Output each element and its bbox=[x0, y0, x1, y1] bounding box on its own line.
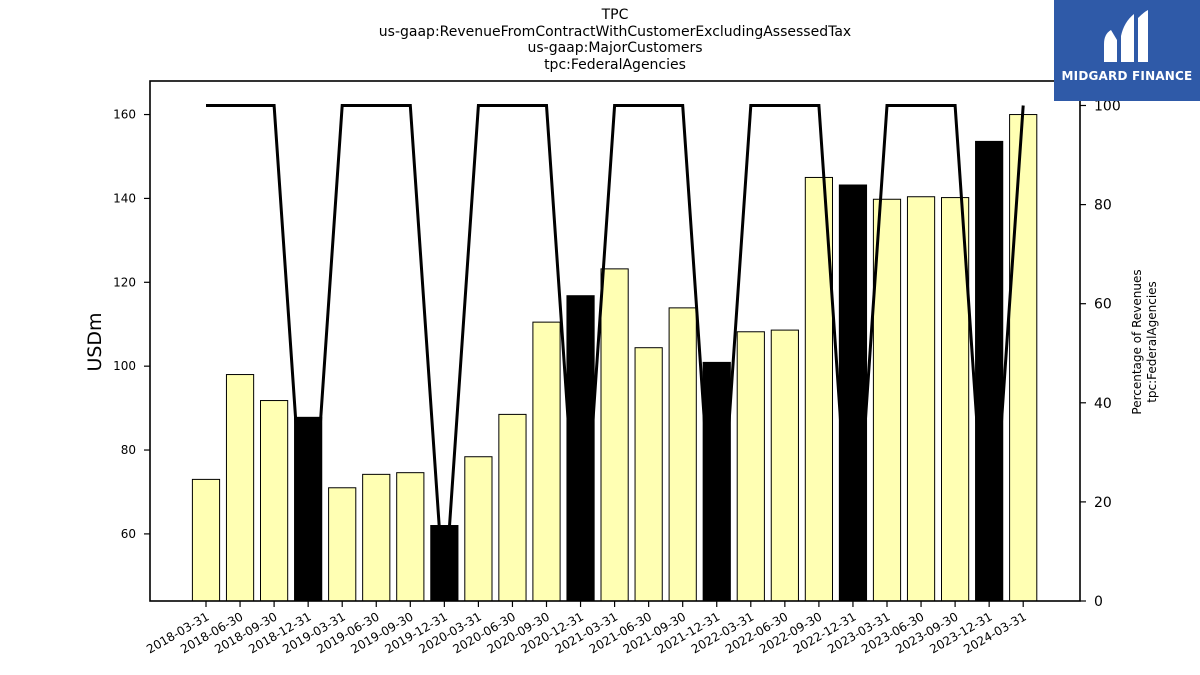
y-axis-label: USDm bbox=[84, 312, 106, 372]
chart-title-line-3: us-gaap:MajorCustomers bbox=[527, 40, 703, 56]
bar bbox=[328, 487, 357, 602]
chart-title-line-1: TPC bbox=[601, 7, 629, 23]
bar bbox=[1009, 114, 1038, 602]
bars-layer bbox=[191, 114, 1038, 602]
bar bbox=[362, 473, 391, 602]
logo-text: MIDGARD FINANCE bbox=[1061, 69, 1193, 83]
secondary-y-tick-label: 20 bbox=[1094, 495, 1112, 511]
y-tick-label: 100 bbox=[113, 359, 136, 373]
bar bbox=[872, 198, 902, 602]
bar bbox=[260, 400, 289, 602]
bar bbox=[668, 307, 697, 602]
bar bbox=[736, 331, 765, 602]
percentage-line bbox=[206, 104, 1025, 602]
y-tick-label: 120 bbox=[113, 275, 136, 289]
secondary-y-tick-label: 100 bbox=[1094, 99, 1121, 115]
midgard-finance-logo: MIDGARD FINANCE bbox=[1054, 0, 1200, 101]
bar bbox=[225, 374, 255, 602]
chart-title-line-2: us-gaap:RevenueFromContractWithCustomerE… bbox=[378, 24, 852, 40]
secondary-y-axis-label-line-1: Percentage of Revenues bbox=[1130, 269, 1144, 415]
y-tick-label: 60 bbox=[121, 527, 136, 541]
secondary-y-tick-label: 80 bbox=[1094, 198, 1112, 214]
bar bbox=[600, 268, 629, 602]
bar bbox=[906, 196, 936, 602]
bar bbox=[464, 456, 493, 602]
secondary-y-axis-label-line-2: tpc:FederalAgencies bbox=[1145, 281, 1159, 403]
y-tick-label: 160 bbox=[113, 108, 136, 122]
bar bbox=[498, 413, 527, 602]
secondary-y-tick-label: 60 bbox=[1094, 297, 1112, 313]
midgard-logo-mark-icon bbox=[1104, 10, 1148, 62]
bar bbox=[634, 347, 663, 602]
y-tick-label: 140 bbox=[113, 191, 136, 205]
percentage-line-layer bbox=[206, 104, 1025, 602]
bar bbox=[532, 321, 561, 602]
bar bbox=[975, 140, 1004, 602]
y-tick-label: 80 bbox=[121, 443, 136, 457]
secondary-y-tick-label: 40 bbox=[1094, 396, 1112, 412]
bar bbox=[770, 329, 799, 602]
secondary-y-tick-label: 0 bbox=[1094, 594, 1103, 610]
bar bbox=[396, 472, 425, 602]
chart-title-line-4: tpc:FederalAgencies bbox=[544, 57, 686, 73]
bar bbox=[838, 184, 868, 602]
bar bbox=[191, 478, 221, 602]
